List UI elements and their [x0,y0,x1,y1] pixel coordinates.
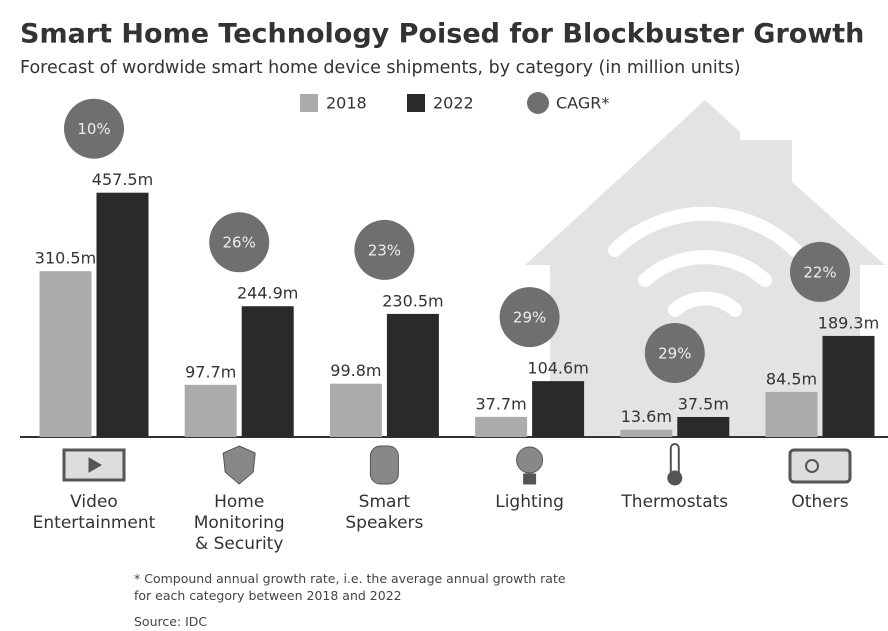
cagr-bubble [64,98,124,159]
value-label: 230.5m [382,291,443,310]
cagr-label: 23% [368,241,401,259]
category-icon [222,445,256,485]
category-label: Video Entertainment [32,492,156,533]
legend-swatch [407,94,425,112]
bar [765,391,818,437]
icon-shape [805,459,819,473]
chart-subtitle: Forecast of wordwide smart home device s… [20,58,741,78]
category-icon [369,445,399,485]
cagr-bubble [499,287,560,348]
cagr-bubble [644,322,705,383]
category-label: Thermostats [621,492,729,512]
category-icon [516,446,544,485]
bar [96,192,149,437]
category-label: Smart Speakers [345,492,424,533]
value-label: 104.6m [527,359,588,378]
bar [184,384,237,437]
cagr-label: 29% [513,309,546,327]
value-label: 84.5m [766,369,817,388]
value-label: 99.8m [330,361,381,380]
legend-label: CAGR* [556,94,609,113]
value-label: 244.9m [237,284,298,303]
category-label: Lighting [495,492,564,512]
bar [475,416,528,437]
bar [822,335,875,437]
category-label: Others [791,492,849,512]
bar [241,306,294,437]
value-label: 13.6m [621,407,672,426]
cagr-label: 26% [223,234,256,252]
icon-shape [523,473,537,485]
cagr-bubble [354,219,415,280]
source: Source: IDC [134,614,208,629]
category-icon [62,448,126,482]
bar [532,381,585,437]
value-label: 457.5m [92,170,153,189]
icon-shape [516,446,544,474]
house-background [525,100,885,437]
bar [329,383,382,437]
bar [39,271,92,437]
legend-label: 2018 [326,94,367,113]
value-label: 97.7m [185,362,236,381]
legend-swatch [300,94,318,112]
cagr-label: 10% [77,120,110,138]
footnote: * Compound annual growth rate, i.e. the … [134,571,566,603]
value-label: 37.5m [678,394,729,413]
icon-shape [369,445,399,485]
value-label: 37.7m [475,394,526,413]
value-label: 189.3m [818,313,879,332]
icon-shape [788,448,852,484]
category-icon [667,443,683,486]
legend-label: 2022 [433,94,474,113]
bar [677,416,730,437]
bar [386,313,439,437]
icon-shape [222,445,256,485]
icon-shape [667,470,683,486]
cagr-bubble [790,241,850,302]
category-icon [788,448,852,484]
chart-title: Smart Home Technology Poised for Blockbu… [20,19,864,50]
cagr-label: 22% [803,263,836,281]
legend-swatch [527,92,549,114]
icon-shape [88,457,102,473]
bar [620,429,673,437]
value-label: 310.5m [35,249,96,268]
category-label: Home Monitoring & Security [193,492,285,554]
cagr-bubble [209,212,270,273]
cagr-label: 29% [658,344,691,362]
